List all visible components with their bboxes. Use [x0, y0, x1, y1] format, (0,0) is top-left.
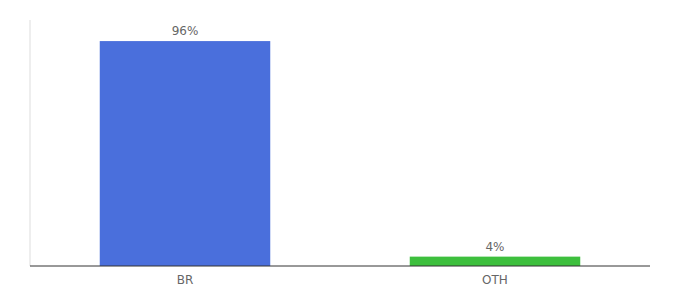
- page: {"chart_data": {"type": "bar", "categori…: [0, 0, 680, 300]
- chart-container: BR OTH 96% 4%: [0, 0, 680, 300]
- data-label: 4%: [485, 240, 504, 254]
- x-axis-line: [30, 266, 650, 267]
- bar: [410, 257, 581, 266]
- x-tick-label: OTH: [482, 273, 508, 287]
- bars: [100, 41, 581, 266]
- y-range-line: [30, 20, 31, 266]
- data-labels: 96% 4%: [172, 24, 505, 254]
- data-label: 96%: [172, 24, 199, 38]
- chart-svg: BR OTH 96% 4%: [0, 0, 680, 300]
- x-tick-label: BR: [177, 273, 194, 287]
- bar: [100, 41, 271, 266]
